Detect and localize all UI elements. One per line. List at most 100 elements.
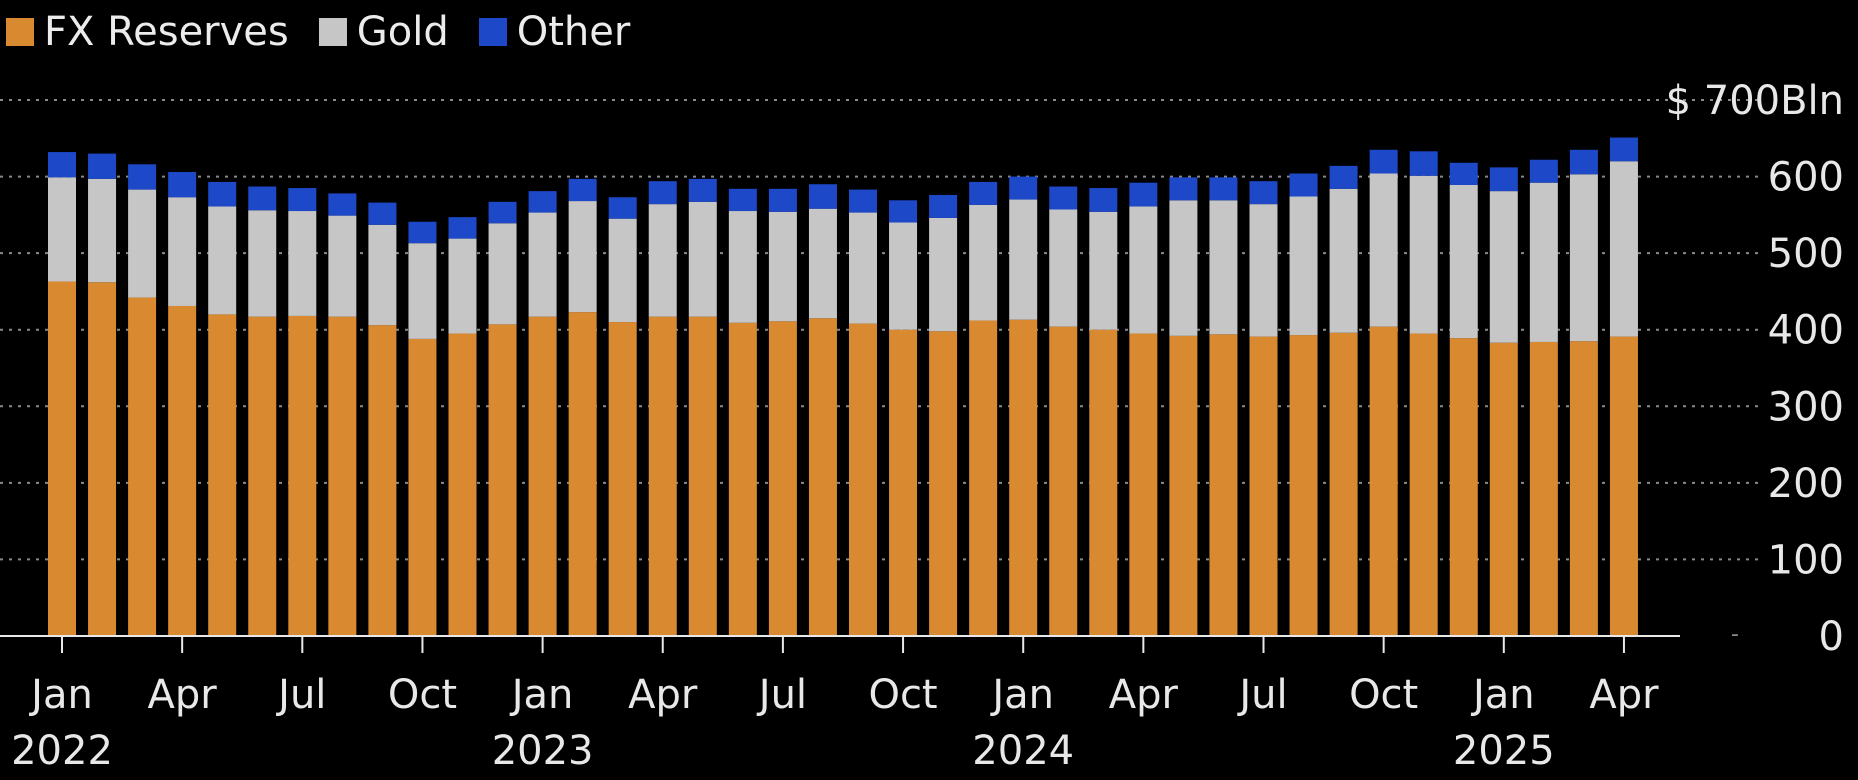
legend-item-other: Other (478, 9, 631, 55)
bar-other (1569, 149, 1598, 175)
bar-gold (488, 223, 517, 325)
bar-fx-reserves (929, 331, 958, 636)
legend-swatch (318, 18, 347, 46)
bar-other (448, 217, 477, 239)
bar-other (1409, 151, 1438, 176)
bar-fx-reserves (368, 325, 397, 636)
bar-gold (1329, 188, 1358, 333)
legend-label: Gold (356, 9, 449, 55)
y-tick-label: 300 (1768, 384, 1844, 430)
chart-legend: FX Reserves Gold Other (6, 6, 630, 58)
bar-gold (849, 212, 877, 324)
legend-swatch (478, 18, 507, 46)
bar-fx-reserves (408, 338, 437, 636)
bar-gold (1089, 211, 1118, 330)
bar-other (849, 189, 877, 213)
legend-label: Other (516, 9, 631, 55)
legend-swatch (6, 18, 34, 46)
bar-other (128, 164, 157, 190)
bar-gold (288, 211, 317, 316)
bar-other (1169, 177, 1198, 201)
bar-gold (1289, 196, 1318, 336)
bar-other (889, 200, 918, 223)
bar-other (288, 188, 317, 212)
bar-fx-reserves (1169, 335, 1198, 636)
x-tick-label: Jan (989, 672, 1054, 718)
bar-other (168, 171, 197, 198)
x-tick-label: Jul (1236, 672, 1287, 718)
x-year-label: 2023 (492, 728, 594, 774)
bar-gold (248, 210, 277, 317)
bar-gold (728, 211, 757, 323)
bar-gold (1049, 209, 1078, 327)
bar-fx-reserves (248, 316, 277, 636)
bar-gold (568, 201, 597, 313)
x-tick-label: Apr (1109, 672, 1179, 718)
bar-fx-reserves (1369, 326, 1398, 636)
bar-gold (969, 204, 998, 321)
bar-other (248, 186, 277, 211)
bar-other (208, 181, 237, 207)
bar-fx-reserves (488, 324, 517, 636)
y-tick-label: $ 700Bln (1666, 78, 1844, 124)
bar-gold (889, 222, 918, 330)
bar-other (368, 202, 397, 225)
bar-fx-reserves (1489, 342, 1518, 636)
bar-gold (128, 189, 157, 298)
bar-gold (1449, 184, 1478, 339)
bar-gold (1369, 173, 1398, 327)
bar-gold (1489, 191, 1518, 343)
bar-other (488, 201, 517, 224)
bar-gold (328, 215, 357, 317)
bar-fx-reserves (288, 315, 317, 636)
bar-other (1529, 159, 1558, 183)
bar-gold (208, 206, 237, 315)
x-year-label: 2025 (1453, 728, 1555, 774)
bar-fx-reserves (1089, 329, 1118, 636)
legend-item-gold: Gold (318, 9, 449, 55)
bar-fx-reserves (1009, 319, 1038, 636)
bar-gold (1169, 200, 1198, 336)
x-tick-label: Apr (1589, 672, 1659, 718)
bar-other (688, 178, 717, 202)
bar-gold (1409, 175, 1438, 334)
bar-gold (88, 178, 117, 283)
bar-fx-reserves (448, 333, 477, 636)
bar-fx-reserves (1329, 332, 1358, 636)
bar-other (1009, 176, 1038, 200)
bar-other (1129, 182, 1158, 207)
y-tick-label: 500 (1768, 231, 1844, 277)
x-tick-label: Apr (628, 672, 698, 718)
y-tick-label: 200 (1768, 461, 1844, 507)
bar-fx-reserves (688, 316, 717, 636)
bar-fx-reserves (1609, 336, 1638, 636)
bar-other (808, 184, 837, 209)
bar-other (608, 197, 637, 219)
bar-fx-reserves (1449, 338, 1478, 636)
bar-other (648, 181, 677, 205)
bar-fx-reserves (808, 318, 837, 636)
bar-fx-reserves (568, 312, 597, 636)
bar-other (328, 193, 357, 216)
bar-other (1329, 165, 1358, 189)
bar-gold (1529, 182, 1558, 342)
bar-gold (1569, 174, 1598, 342)
bar-other (1369, 149, 1398, 174)
bar-gold (408, 243, 437, 339)
y-tick-label: 400 (1768, 308, 1844, 354)
bar-gold (608, 218, 637, 323)
bar-fx-reserves (849, 323, 877, 636)
x-tick-label: Jan (509, 672, 574, 718)
legend-item-fx-reserves: FX Reserves (6, 9, 289, 55)
bar-other (88, 153, 117, 179)
bar-fx-reserves (1529, 341, 1558, 636)
bar-gold (648, 204, 677, 317)
bar-gold (1129, 206, 1158, 334)
bar-fx-reserves (1049, 326, 1078, 636)
bar-gold (48, 177, 76, 282)
bar-gold (448, 238, 477, 334)
bar-gold (929, 217, 958, 332)
bar-other (1049, 186, 1078, 210)
bar-fx-reserves (168, 305, 197, 636)
